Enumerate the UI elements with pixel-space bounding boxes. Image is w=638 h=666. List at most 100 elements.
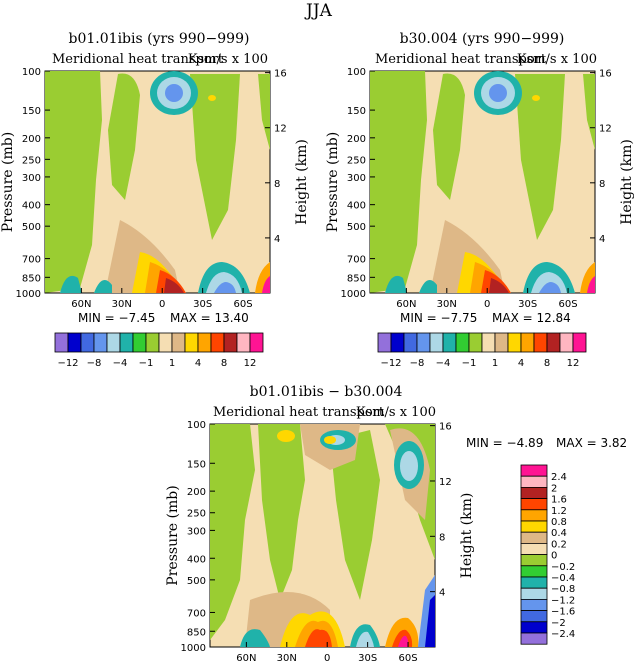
pressure-tick-label: 400: [22, 201, 41, 212]
panel-1-max: MAX = 13.40: [170, 311, 249, 325]
lat-tick-label: 60S: [399, 653, 418, 664]
colorbar-label: 2: [551, 483, 557, 494]
figure-title: JJA: [304, 1, 333, 21]
colorbar-swatch: [106, 332, 121, 353]
lat-tick-label: 30S: [518, 299, 537, 310]
colorbar-swatch: [494, 332, 509, 353]
pressure-tick-label: 150: [347, 106, 366, 117]
colorbar-swatch: [93, 332, 108, 353]
colorbar-label: −0.8: [551, 584, 575, 595]
pressure-tick-label: 300: [347, 173, 366, 184]
lat-tick-label: 0: [159, 299, 165, 310]
height-tick-label: 4: [274, 234, 280, 245]
lat-tick-label: 60N: [236, 653, 256, 664]
colorbar-label: −1.6: [551, 607, 575, 618]
panel-3-subtitle-right: Ksm/s x 100: [356, 405, 436, 420]
pressure-tick-label: 200: [187, 487, 206, 498]
colorbar-swatch: [520, 587, 548, 600]
colorbar-swatch: [132, 332, 147, 353]
pressure-tick-label: 700: [187, 608, 206, 619]
colorbar-label: −2.4: [551, 629, 575, 640]
pressure-tick-label: 1000: [341, 289, 366, 300]
colorbar-swatch: [559, 332, 574, 353]
colorbar-swatch: [403, 332, 418, 353]
colorbar-swatch: [520, 498, 548, 511]
colorbar-label: 0.2: [551, 539, 567, 550]
colorbar-swatch: [520, 509, 548, 522]
pressure-tick-label: 250: [187, 509, 206, 520]
panel-3-contours: [210, 424, 435, 647]
colorbar-swatch: [442, 332, 457, 353]
colorbar-label: −0.4: [551, 573, 575, 584]
colorbar-label: 1.6: [551, 495, 567, 506]
pressure-tick-label: 200: [347, 134, 366, 145]
colorbar-swatch: [236, 332, 251, 353]
lat-tick-label: 30S: [358, 653, 377, 664]
lat-tick-label: 0: [324, 653, 330, 664]
colorbar-swatch: [520, 464, 548, 477]
colorbar-label: −4: [113, 358, 128, 369]
colorbar-swatch: [223, 332, 238, 353]
colorbar-swatch: [533, 332, 548, 353]
colorbar-label: 12: [244, 358, 257, 369]
colorbar-swatch: [520, 475, 548, 488]
height-tick-label: 4: [439, 588, 445, 599]
pressure-tick-label: 100: [347, 67, 366, 78]
colorbar-swatch: [119, 332, 134, 353]
colorbar-swatch: [520, 520, 548, 533]
panel-2-max: MAX = 12.84: [492, 311, 571, 325]
height-tick-label: 12: [274, 124, 287, 135]
panel-1-subtitle-right: Ksm/s x 100: [188, 52, 268, 67]
height-tick-label: 16: [599, 69, 612, 80]
colorbar-swatch: [520, 486, 548, 499]
panel-3-subtitle-left: Meridional heat transport: [213, 405, 385, 420]
pressure-tick-label: 400: [187, 554, 206, 565]
lat-tick-label: 60N: [71, 299, 91, 310]
pressure-tick-label: 1000: [16, 289, 41, 300]
ylabel-right: Height (km): [459, 493, 475, 579]
panel-3: b01.01ibis − b30.004 Meridional heat tra…: [165, 384, 627, 664]
colorbar-label: −1: [462, 358, 477, 369]
pressure-tick-label: 1000: [181, 643, 206, 654]
colorbar-label: −2: [551, 618, 566, 629]
height-tick-label: 8: [599, 179, 605, 190]
panel-2-contours: [370, 71, 595, 293]
panel-1-colorbar: −12 −8 −4 −1 1 4 8 12: [54, 332, 264, 369]
pressure-tick-label: 700: [347, 255, 366, 266]
panel-2-subtitle-left: Meridional heat transport: [375, 52, 547, 67]
colorbar-swatch: [158, 332, 173, 353]
colorbar-swatch: [416, 332, 431, 353]
height-tick-label: 16: [439, 422, 452, 433]
colorbar-swatch: [520, 610, 548, 623]
colorbar-swatch: [249, 332, 264, 353]
lat-tick-label: 60N: [396, 299, 416, 310]
height-tick-label: 12: [599, 124, 612, 135]
panel-1-contours: [45, 71, 270, 293]
ylabel-left: Pressure (mb): [325, 132, 341, 232]
colorbar-label: 1: [169, 358, 175, 369]
panel-3-axes: 100 150 200 250 300 400 500 700 850 1000 16 12 8 4 60N…: [165, 420, 475, 664]
colorbar-swatch: [546, 332, 561, 353]
panel-1-title: b01.01ibis (yrs 990−999): [69, 31, 250, 47]
colorbar-swatch: [520, 332, 535, 353]
colorbar-label: −0.2: [551, 562, 575, 573]
colorbar-label: 0: [551, 551, 557, 562]
panel-3-max: MAX = 3.82: [556, 436, 627, 450]
panel-2-axes: 100 150 200 250 300 400 500 700 850 1000 16 12 8 4 60N…: [325, 67, 635, 310]
ylabel-left: Pressure (mb): [165, 485, 181, 585]
colorbar-label: 4: [518, 358, 524, 369]
colorbar-swatch: [520, 576, 548, 589]
pressure-tick-label: 100: [22, 67, 41, 78]
colorbar-label: −8: [410, 358, 425, 369]
pressure-tick-label: 500: [347, 222, 366, 233]
panel-3-min: MIN = −4.89: [466, 436, 543, 450]
colorbar-label: 8: [221, 358, 227, 369]
pressure-tick-label: 700: [22, 255, 41, 266]
panel-2-colorbar: −12 −8 −4 −1 1 4 8 12: [377, 332, 587, 369]
panel-1: b01.01ibis (yrs 990−999) Meridional heat…: [0, 31, 310, 369]
colorbar-swatch: [197, 332, 212, 353]
colorbar-label: −4: [436, 358, 451, 369]
panel-2: b30.004 (yrs 990−999) Meridional heat tr…: [325, 31, 635, 369]
height-tick-label: 4: [599, 234, 605, 245]
lat-tick-label: 60S: [234, 299, 253, 310]
